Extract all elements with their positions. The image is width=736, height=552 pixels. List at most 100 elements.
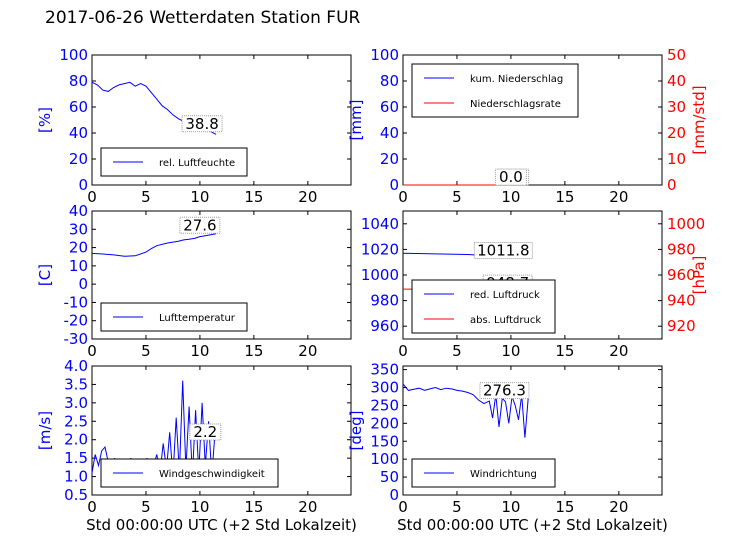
temperature-xtick-label: 0 bbox=[87, 342, 97, 360]
humidity-legend-label-0: rel. Luftfeuchte bbox=[159, 158, 235, 169]
windspeed-axes-frame bbox=[91, 365, 352, 496]
temperature-ytick-label: 30 bbox=[69, 220, 88, 238]
winddirection-xtick-label: 10 bbox=[501, 498, 520, 516]
pressure-y2tick-label: 960 bbox=[667, 266, 696, 284]
winddirection-ylabel: [deg] bbox=[347, 411, 365, 451]
pressure-xtick-label: 5 bbox=[452, 342, 462, 360]
pressure-y2tick-label: 980 bbox=[667, 240, 696, 258]
humidity-ytick-label: 0 bbox=[78, 176, 88, 194]
precipitation-y2tick-label: 50 bbox=[667, 46, 686, 64]
precipitation-y2tick-label: 40 bbox=[667, 72, 686, 90]
temperature-axes-frame bbox=[91, 210, 352, 340]
temperature-xtick-label: 15 bbox=[244, 342, 263, 360]
temperature-ytick-label: 20 bbox=[69, 239, 88, 257]
windspeed-xtick-label: 15 bbox=[244, 498, 263, 516]
humidity-ytick-label: 80 bbox=[69, 72, 88, 90]
precipitation-ytick-label: 20 bbox=[380, 150, 399, 168]
precipitation-y2label: [mm/std] bbox=[690, 85, 708, 154]
humidity-xtick-label: 0 bbox=[87, 188, 97, 206]
temperature-ytick-label: 0 bbox=[78, 275, 88, 293]
figure-title: 2017-06-26 Wetterdaten Station FUR bbox=[45, 8, 361, 28]
pressure-legend-box bbox=[411, 279, 556, 334]
pressure-xtick-label: 20 bbox=[609, 342, 628, 360]
winddirection-ytick-label: 250 bbox=[370, 396, 399, 414]
pressure-annotation: 1011.8 bbox=[477, 242, 530, 260]
windspeed-ytick-label: 3.0 bbox=[64, 394, 88, 412]
precipitation-y2tick-label: 30 bbox=[667, 98, 686, 116]
temperature-ytick-label: 40 bbox=[69, 202, 88, 220]
windspeed-ytick-label: 0.5 bbox=[64, 486, 88, 504]
windspeed-ytick-label: 1.5 bbox=[64, 449, 88, 467]
precipitation-legend-label-1: Niederschlagsrate bbox=[470, 99, 561, 110]
precipitation-ytick-label: 0 bbox=[389, 176, 399, 194]
temperature-ytick-label: -10 bbox=[64, 293, 89, 311]
temperature-ytick-label: 10 bbox=[69, 257, 88, 275]
pressure-xtick-label: 15 bbox=[555, 342, 574, 360]
windspeed-annotation-box-0 bbox=[189, 423, 222, 441]
pressure-ytick-label: 980 bbox=[370, 292, 399, 310]
precipitation-y2tick-label: 20 bbox=[667, 124, 686, 142]
winddirection-ytick-label: 50 bbox=[380, 468, 399, 486]
windspeed-ytick-label: 1.0 bbox=[64, 468, 88, 486]
humidity-annotation-box-0 bbox=[181, 115, 223, 133]
precipitation-xtick-label: 0 bbox=[398, 188, 408, 206]
windspeed-ytick-label: 2.5 bbox=[64, 412, 88, 430]
pressure-xtick-label: 0 bbox=[398, 342, 408, 360]
precipitation-xtick-label: 5 bbox=[452, 188, 462, 206]
precipitation-axes-frame bbox=[402, 54, 663, 186]
precipitation-ytick-label: 100 bbox=[370, 46, 399, 64]
winddirection-series-0-line bbox=[402, 383, 529, 438]
winddirection-xtick-label: 5 bbox=[452, 498, 462, 516]
winddirection-annotation-box-0 bbox=[479, 382, 530, 400]
windspeed-xlabel: Std 00:00:00 UTC (+2 Std Lokalzeit) bbox=[86, 516, 357, 534]
windspeed-xtick-label: 20 bbox=[298, 498, 317, 516]
precipitation-ytick-label: 60 bbox=[380, 98, 399, 116]
pressure-y2label: [hPa] bbox=[690, 256, 708, 295]
pressure-ytick-label: 1040 bbox=[361, 215, 399, 233]
precipitation-y2tick-label: 0 bbox=[667, 176, 677, 194]
windspeed-xtick-label: 0 bbox=[87, 498, 97, 516]
winddirection-annotation: 276.3 bbox=[483, 382, 526, 400]
temperature-xtick-label: 10 bbox=[190, 342, 209, 360]
precipitation-y2tick-label: 10 bbox=[667, 150, 686, 168]
winddirection-xtick-label: 20 bbox=[609, 498, 628, 516]
pressure-annotation-box-0 bbox=[473, 242, 533, 260]
humidity-ytick-label: 100 bbox=[59, 46, 88, 64]
windspeed-legend-label-0: Windgeschwindigkeit bbox=[159, 469, 265, 480]
precipitation-xtick-label: 10 bbox=[501, 188, 520, 206]
windspeed-ytick-label: 4.0 bbox=[64, 357, 88, 375]
winddirection-xtick-label: 15 bbox=[555, 498, 574, 516]
humidity-xtick-label: 20 bbox=[298, 188, 317, 206]
temperature-ylabel: [C] bbox=[36, 264, 54, 286]
pressure-y2tick-label: 920 bbox=[667, 317, 696, 335]
temperature-annotation-box-0 bbox=[179, 216, 221, 234]
windspeed-annotation: 2.2 bbox=[193, 423, 217, 441]
precipitation-xtick-label: 20 bbox=[609, 188, 628, 206]
winddirection-xlabel: Std 00:00:00 UTC (+2 Std Lokalzeit) bbox=[397, 516, 668, 534]
windspeed-ylabel: [m/s] bbox=[36, 411, 54, 450]
windspeed-xtick-label: 10 bbox=[190, 498, 209, 516]
winddirection-ytick-label: 0 bbox=[389, 486, 399, 504]
humidity-xtick-label: 15 bbox=[244, 188, 263, 206]
pressure-ytick-label: 960 bbox=[370, 317, 399, 335]
temperature-xtick-label: 20 bbox=[298, 342, 317, 360]
winddirection-legend-label-0: Windrichtung bbox=[470, 469, 537, 480]
precipitation-xtick-label: 15 bbox=[555, 188, 574, 206]
winddirection-ytick-label: 300 bbox=[370, 379, 399, 397]
pressure-y2tick-label: 1000 bbox=[667, 215, 705, 233]
precipitation-legend-label-0: kum. Niederschlag bbox=[470, 74, 563, 85]
winddirection-ytick-label: 100 bbox=[370, 450, 399, 468]
humidity-axes-frame bbox=[91, 54, 352, 186]
precipitation-legend-box bbox=[411, 63, 579, 118]
humidity-ytick-label: 60 bbox=[69, 98, 88, 116]
humidity-ytick-label: 40 bbox=[69, 124, 88, 142]
humidity-xtick-label: 5 bbox=[141, 188, 151, 206]
temperature-xtick-label: 5 bbox=[141, 342, 151, 360]
temperature-legend-label-0: Lufttemperatur bbox=[159, 313, 236, 324]
pressure-xtick-label: 10 bbox=[501, 342, 520, 360]
windspeed-ytick-label: 3.5 bbox=[64, 375, 88, 393]
windspeed-xtick-label: 5 bbox=[141, 498, 151, 516]
pressure-ytick-label: 1000 bbox=[361, 266, 399, 284]
precipitation-ylabel: [mm] bbox=[347, 100, 365, 141]
